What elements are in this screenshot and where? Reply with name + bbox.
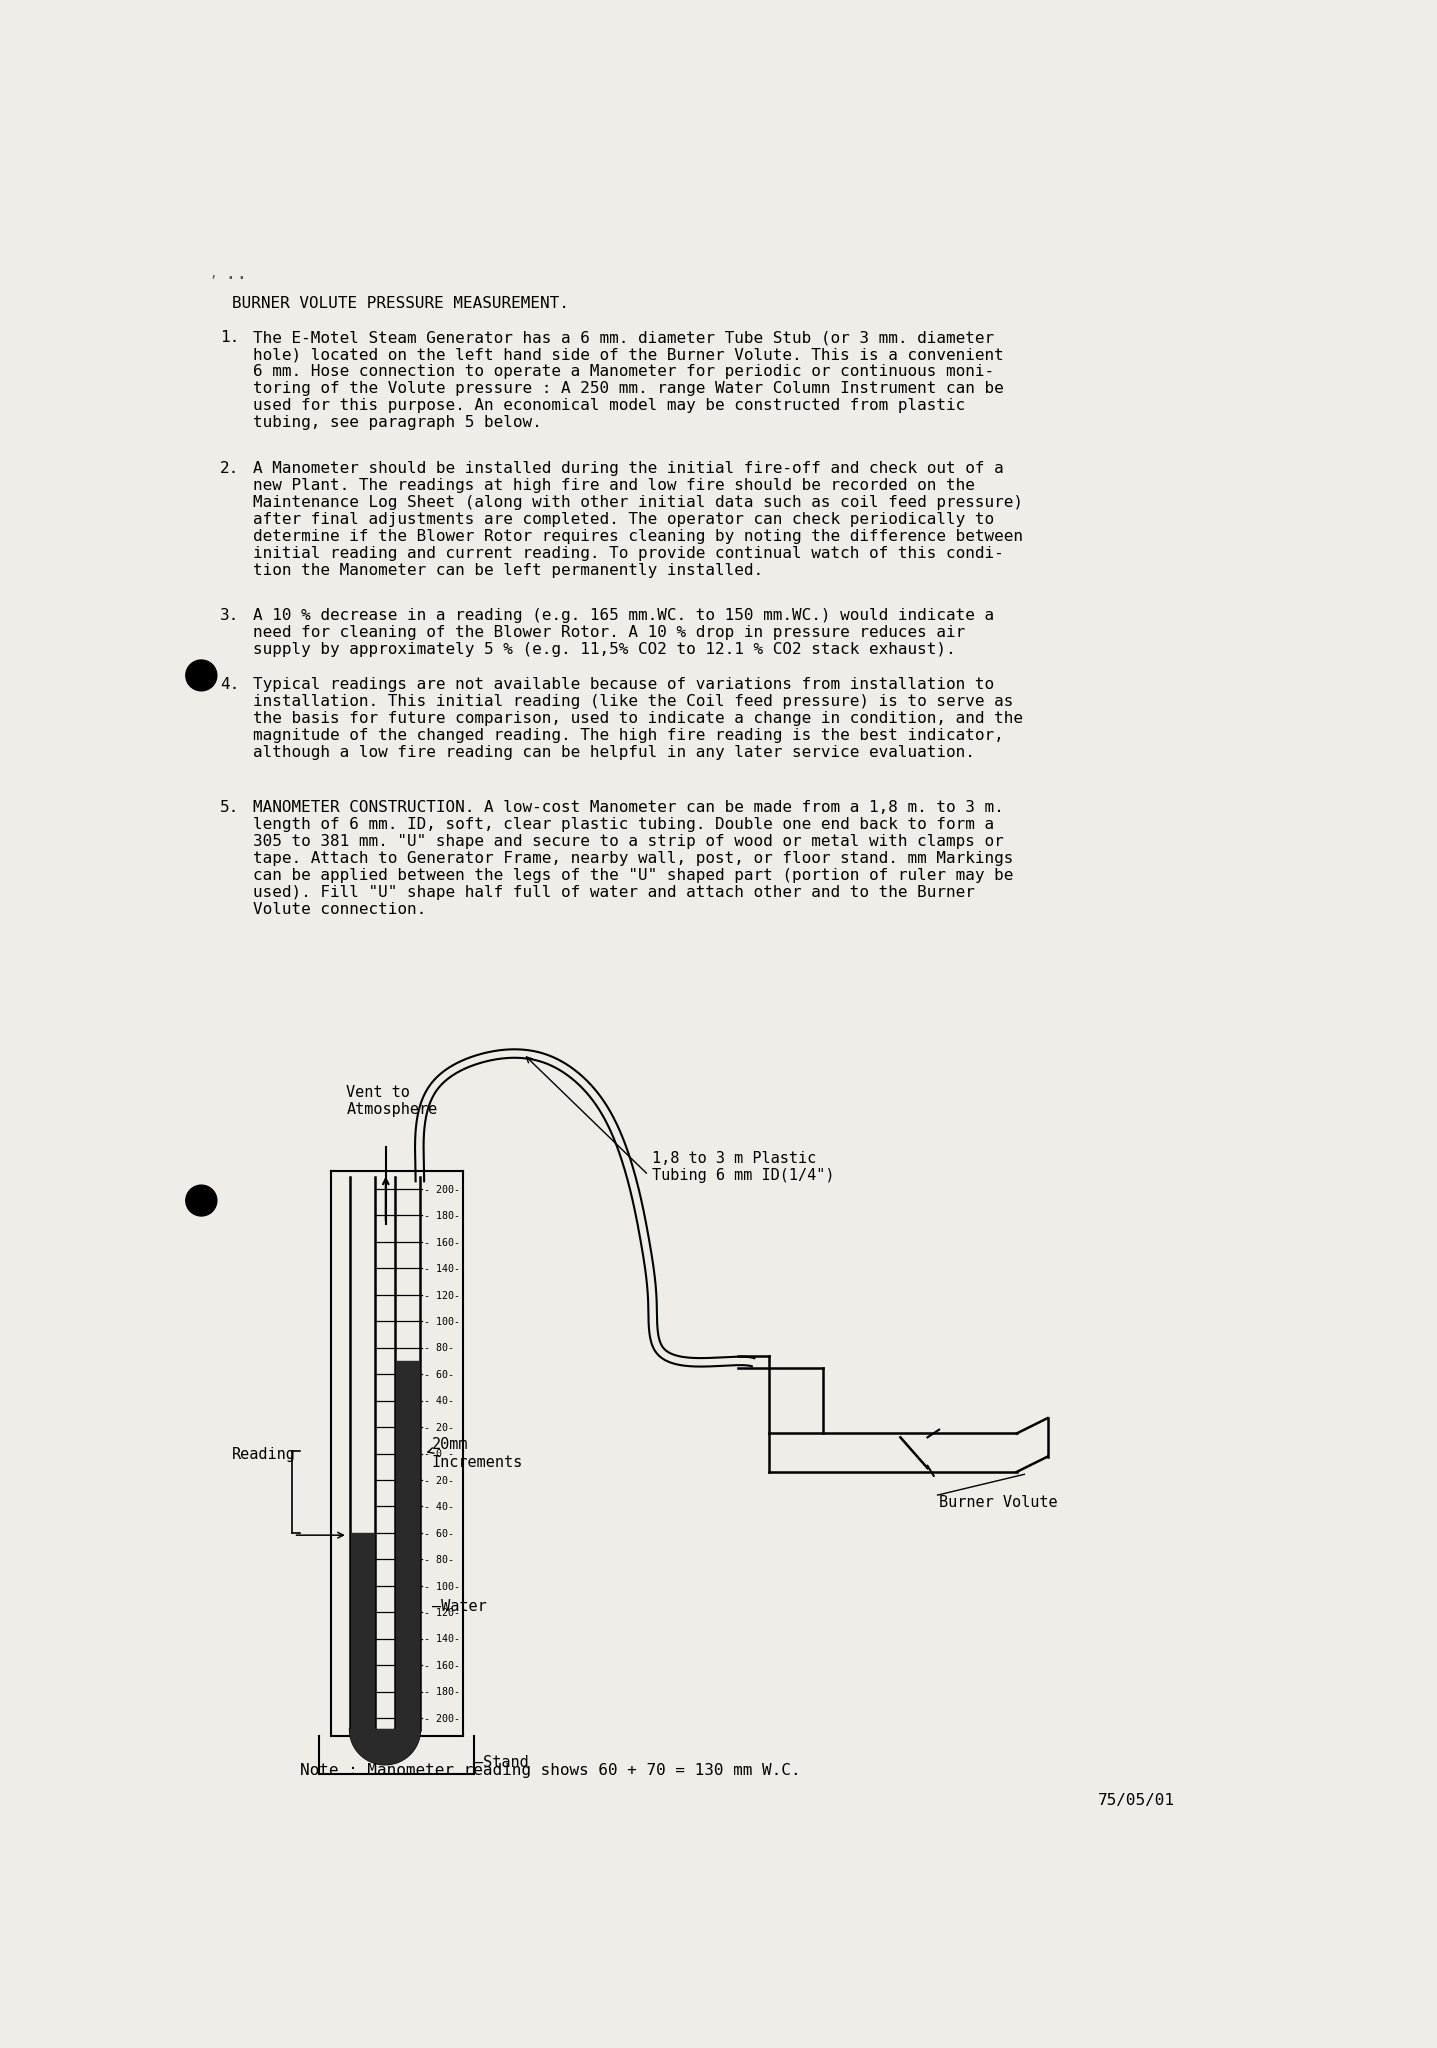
Text: used). Fill "U" shape half full of water and attach other and to the Burner: used). Fill "U" shape half full of water…: [253, 885, 976, 899]
Text: - 200-: - 200-: [424, 1186, 460, 1194]
Text: need for cleaning of the Blower Rotor. A 10 % drop in pressure reduces air: need for cleaning of the Blower Rotor. A…: [253, 625, 966, 639]
Text: - 200-: - 200-: [424, 1714, 460, 1724]
Text: - 140-: - 140-: [424, 1634, 460, 1645]
Text: - 180-: - 180-: [424, 1688, 460, 1698]
Text: installation. This initial reading (like the Coil feed pressure) is to serve as: installation. This initial reading (like…: [253, 694, 1013, 709]
Text: .: .: [224, 264, 236, 283]
Text: 20mm
Increments: 20mm Increments: [431, 1438, 523, 1470]
Text: 4.: 4.: [220, 678, 239, 692]
Text: .: .: [236, 264, 247, 283]
Text: 6 mm. Hose connection to operate a Manometer for periodic or continuous moni-: 6 mm. Hose connection to operate a Manom…: [253, 365, 994, 379]
Text: Burner Volute: Burner Volute: [940, 1495, 1058, 1509]
Text: 3.: 3.: [220, 608, 239, 623]
Text: supply by approximately 5 % (e.g. 11,5% CO2 to 12.1 % CO2 stack exhaust).: supply by approximately 5 % (e.g. 11,5% …: [253, 641, 956, 657]
Text: - 20-: - 20-: [424, 1477, 454, 1485]
Text: Maintenance Log Sheet (along with other initial data such as coil feed pressure): Maintenance Log Sheet (along with other …: [253, 496, 1023, 510]
Text: magnitude of the changed reading. The high fire reading is the best indicator,: magnitude of the changed reading. The hi…: [253, 727, 1004, 743]
Polygon shape: [351, 1731, 420, 1763]
Text: length of 6 mm. ID, soft, clear plastic tubing. Double one end back to form a: length of 6 mm. ID, soft, clear plastic …: [253, 817, 994, 831]
Text: tubing, see paragraph 5 below.: tubing, see paragraph 5 below.: [253, 416, 542, 430]
Text: - 120-: - 120-: [424, 1290, 460, 1300]
Text: - 40-: - 40-: [424, 1397, 454, 1407]
Text: although a low fire reading can be helpful in any later service evaluation.: although a low fire reading can be helpf…: [253, 745, 976, 760]
Text: 1.: 1.: [220, 330, 239, 346]
Text: determine if the Blower Rotor requires cleaning by noting the difference between: determine if the Blower Rotor requires c…: [253, 528, 1023, 545]
Text: A 10 % decrease in a reading (e.g. 165 mm.WC. to 150 mm.WC.) would indicate a: A 10 % decrease in a reading (e.g. 165 m…: [253, 608, 994, 623]
Text: ,: ,: [208, 268, 217, 281]
Text: Vent to
Atmosphere: Vent to Atmosphere: [346, 1085, 437, 1118]
Text: - 80-: - 80-: [424, 1554, 454, 1565]
Text: 5.: 5.: [220, 801, 239, 815]
Text: 305 to 381 mm. "U" shape and secure to a strip of wood or metal with clamps or: 305 to 381 mm. "U" shape and secure to a…: [253, 834, 1004, 850]
Text: - 180-: - 180-: [424, 1210, 460, 1221]
Text: - 120-: - 120-: [424, 1608, 460, 1618]
Text: - 60-: - 60-: [424, 1370, 454, 1380]
Text: Typical readings are not available because of variations from installation to: Typical readings are not available becau…: [253, 678, 994, 692]
Text: - 100-: - 100-: [424, 1317, 460, 1327]
Text: 2.: 2.: [220, 461, 239, 477]
Text: - 40-: - 40-: [424, 1501, 454, 1511]
Text: Volute connection.: Volute connection.: [253, 901, 427, 918]
Text: - 160-: - 160-: [424, 1237, 460, 1247]
Text: —Water: —Water: [431, 1599, 486, 1614]
Polygon shape: [351, 1532, 374, 1731]
Text: MANOMETER CONSTRUCTION. A low-cost Manometer can be made from a 1,8 m. to 3 m.: MANOMETER CONSTRUCTION. A low-cost Manom…: [253, 801, 1004, 815]
Text: can be applied between the legs of the "U" shaped part (portion of ruler may be: can be applied between the legs of the "…: [253, 868, 1013, 883]
Text: 1,8 to 3 m Plastic
Tubing 6 mm ID(1/4"): 1,8 to 3 m Plastic Tubing 6 mm ID(1/4"): [652, 1151, 835, 1184]
Text: Reading: Reading: [233, 1448, 296, 1462]
Text: - 160-: - 160-: [424, 1661, 460, 1671]
Text: tion the Manometer can be left permanently installed.: tion the Manometer can be left permanent…: [253, 563, 763, 578]
Text: BURNER VOLUTE PRESSURE MEASUREMENT.: BURNER VOLUTE PRESSURE MEASUREMENT.: [233, 295, 569, 311]
Text: 75/05/01: 75/05/01: [1098, 1794, 1175, 1808]
Text: - 100-: - 100-: [424, 1581, 460, 1591]
Text: - 0 -: - 0 -: [424, 1450, 454, 1460]
Text: after final adjustments are completed. The operator can check periodically to: after final adjustments are completed. T…: [253, 512, 994, 526]
Text: A Manometer should be installed during the initial fire-off and check out of a: A Manometer should be installed during t…: [253, 461, 1004, 477]
Text: used for this purpose. An economical model may be constructed from plastic: used for this purpose. An economical mod…: [253, 397, 966, 414]
Text: —Stand: —Stand: [474, 1755, 529, 1769]
Polygon shape: [351, 1731, 420, 1739]
Text: initial reading and current reading. To provide continual watch of this condi-: initial reading and current reading. To …: [253, 547, 1004, 561]
Circle shape: [185, 1186, 217, 1217]
Text: hole) located on the left hand side of the Burner Volute. This is a convenient: hole) located on the left hand side of t…: [253, 348, 1004, 362]
Text: new Plant. The readings at high fire and low fire should be recorded on the: new Plant. The readings at high fire and…: [253, 479, 976, 494]
Text: - 80-: - 80-: [424, 1343, 454, 1354]
Text: tape. Attach to Generator Frame, nearby wall, post, or floor stand. mm Markings: tape. Attach to Generator Frame, nearby …: [253, 852, 1013, 866]
Text: toring of the Volute pressure : A 250 mm. range Water Column Instrument can be: toring of the Volute pressure : A 250 mm…: [253, 381, 1004, 395]
Text: the basis for future comparison, used to indicate a change in condition, and the: the basis for future comparison, used to…: [253, 711, 1023, 725]
Text: - 60-: - 60-: [424, 1528, 454, 1538]
Text: - 140-: - 140-: [424, 1264, 460, 1274]
Text: Note : Manometer reading shows 60 + 70 = 130 mm W.C.: Note : Manometer reading shows 60 + 70 =…: [300, 1763, 800, 1778]
Circle shape: [185, 659, 217, 690]
Text: - 20-: - 20-: [424, 1423, 454, 1434]
Text: The E-Motel Steam Generator has a 6 mm. diameter Tube Stub (or 3 mm. diameter: The E-Motel Steam Generator has a 6 mm. …: [253, 330, 994, 346]
Polygon shape: [395, 1362, 420, 1731]
